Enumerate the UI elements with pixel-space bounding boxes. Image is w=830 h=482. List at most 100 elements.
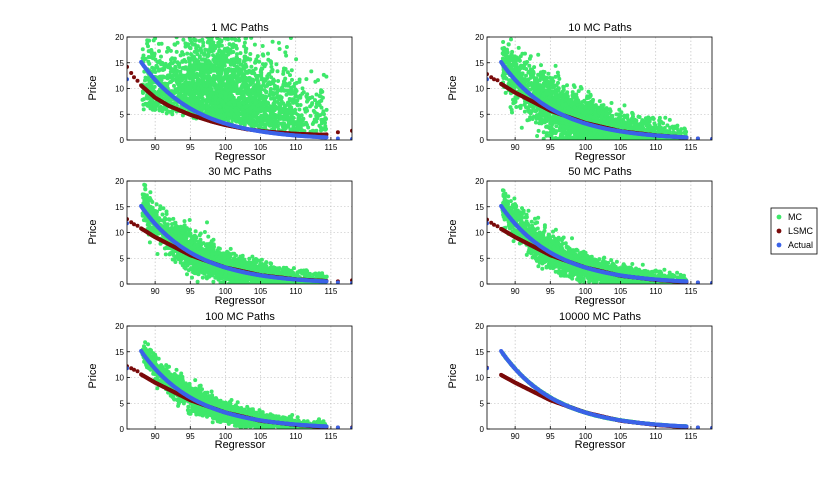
mc-point <box>237 6 241 10</box>
mc-point <box>189 52 193 57</box>
mc-point <box>204 32 208 36</box>
mc-point <box>196 77 201 82</box>
mc-point <box>205 91 210 96</box>
mc-point <box>284 45 289 49</box>
mc-point <box>177 83 182 88</box>
mc-point <box>253 60 258 65</box>
mc-point <box>274 115 279 120</box>
mc-point <box>208 42 213 47</box>
mc-point <box>229 17 233 21</box>
mc-point <box>511 101 516 106</box>
actual-point <box>350 137 352 140</box>
mc-point <box>261 77 266 82</box>
mc-point <box>217 104 222 109</box>
mc-point <box>321 72 326 77</box>
mc-point <box>147 79 152 84</box>
mc-point <box>156 41 161 46</box>
mc-point <box>212 55 217 60</box>
mc-point <box>557 76 562 81</box>
lsmc-point <box>335 130 340 135</box>
mc-point <box>535 134 540 138</box>
mc-point <box>263 94 268 99</box>
mc-point <box>174 71 179 76</box>
mc-point <box>146 101 151 106</box>
mc-point <box>146 96 151 101</box>
mc-point <box>207 112 212 117</box>
mc-point <box>183 28 187 32</box>
mc-point <box>268 92 273 97</box>
mc-point <box>253 107 258 111</box>
mc-point <box>188 85 193 90</box>
mc-point <box>304 77 309 82</box>
mc-point <box>291 121 296 126</box>
mc-point <box>185 98 190 102</box>
mc-point <box>148 83 153 88</box>
series-mc <box>140 4 329 139</box>
mc-point <box>225 81 230 86</box>
mc-point <box>288 37 293 40</box>
lsmc-point <box>132 75 136 80</box>
mc-point <box>180 50 185 55</box>
y-axis-label: Price <box>87 75 99 100</box>
mc-point <box>205 104 210 109</box>
mc-point <box>166 20 170 24</box>
mc-point <box>199 30 203 34</box>
mc-point <box>286 90 291 95</box>
mc-point <box>266 51 270 56</box>
mc-point <box>165 46 170 50</box>
mc-point <box>183 65 188 70</box>
mc-point <box>227 42 232 47</box>
mc-point <box>284 113 289 118</box>
mc-point <box>154 23 158 27</box>
mc-point <box>552 120 557 125</box>
mc-point <box>153 70 158 74</box>
mc-point <box>565 83 569 88</box>
mc-point <box>204 100 209 105</box>
mc-point <box>314 105 319 109</box>
mc-point <box>180 59 185 64</box>
mc-point <box>244 70 249 75</box>
mc-point <box>270 39 275 44</box>
mc-point <box>201 43 206 48</box>
mc-point <box>243 47 248 52</box>
mc-point <box>181 27 185 31</box>
mc-point <box>198 4 202 8</box>
mc-point <box>197 64 202 69</box>
mc-point <box>266 81 271 86</box>
mc-point <box>143 78 147 83</box>
mc-point <box>278 95 283 100</box>
mc-point <box>200 79 205 84</box>
mc-point <box>609 101 614 105</box>
mc-point <box>232 114 237 119</box>
mc-point <box>150 28 154 32</box>
mc-point <box>653 124 658 129</box>
mc-point <box>503 60 508 65</box>
mc-point <box>205 30 209 34</box>
mc-point <box>270 79 275 84</box>
mc-point <box>187 64 192 69</box>
mc-point <box>525 105 530 110</box>
mc-point <box>190 102 195 107</box>
mc-point <box>197 38 202 43</box>
mc-point <box>300 91 305 96</box>
mc-point <box>308 113 313 118</box>
mc-point <box>296 113 301 117</box>
mc-point <box>206 63 211 68</box>
mc-point <box>514 68 518 73</box>
mc-point <box>507 30 511 34</box>
mc-point <box>287 107 292 112</box>
mc-point <box>234 87 238 91</box>
y-tick-label: 10 <box>115 85 124 94</box>
mc-point <box>259 117 264 122</box>
mc-point <box>204 30 208 34</box>
mc-point <box>186 31 190 35</box>
mc-point <box>166 73 171 78</box>
mc-point <box>197 55 202 60</box>
mc-point <box>309 102 314 107</box>
mc-point <box>170 67 175 72</box>
mc-point <box>148 16 152 20</box>
mc-point <box>285 116 290 121</box>
mc-point <box>195 44 200 49</box>
mc-point <box>217 54 222 59</box>
mc-point <box>294 57 299 62</box>
